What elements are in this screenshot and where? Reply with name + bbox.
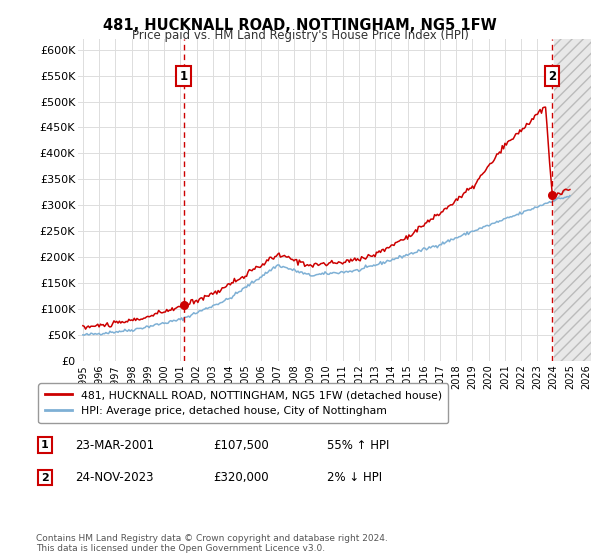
Bar <box>554 39 594 361</box>
Text: Contains HM Land Registry data © Crown copyright and database right 2024.
This d: Contains HM Land Registry data © Crown c… <box>36 534 388 553</box>
Text: 55% ↑ HPI: 55% ↑ HPI <box>327 438 389 452</box>
Bar <box>554 39 594 361</box>
Text: 481, HUCKNALL ROAD, NOTTINGHAM, NG5 1FW: 481, HUCKNALL ROAD, NOTTINGHAM, NG5 1FW <box>103 18 497 34</box>
Text: 2% ↓ HPI: 2% ↓ HPI <box>327 471 382 484</box>
Text: 24-NOV-2023: 24-NOV-2023 <box>75 471 154 484</box>
Text: 2: 2 <box>548 70 556 83</box>
Text: 23-MAR-2001: 23-MAR-2001 <box>75 438 154 452</box>
Text: £107,500: £107,500 <box>213 438 269 452</box>
Text: 1: 1 <box>41 440 49 450</box>
Text: Price paid vs. HM Land Registry's House Price Index (HPI): Price paid vs. HM Land Registry's House … <box>131 29 469 42</box>
Text: 2: 2 <box>41 473 49 483</box>
Legend: 481, HUCKNALL ROAD, NOTTINGHAM, NG5 1FW (detached house), HPI: Average price, de: 481, HUCKNALL ROAD, NOTTINGHAM, NG5 1FW … <box>38 384 448 423</box>
Text: £320,000: £320,000 <box>213 471 269 484</box>
Text: 1: 1 <box>180 70 188 83</box>
